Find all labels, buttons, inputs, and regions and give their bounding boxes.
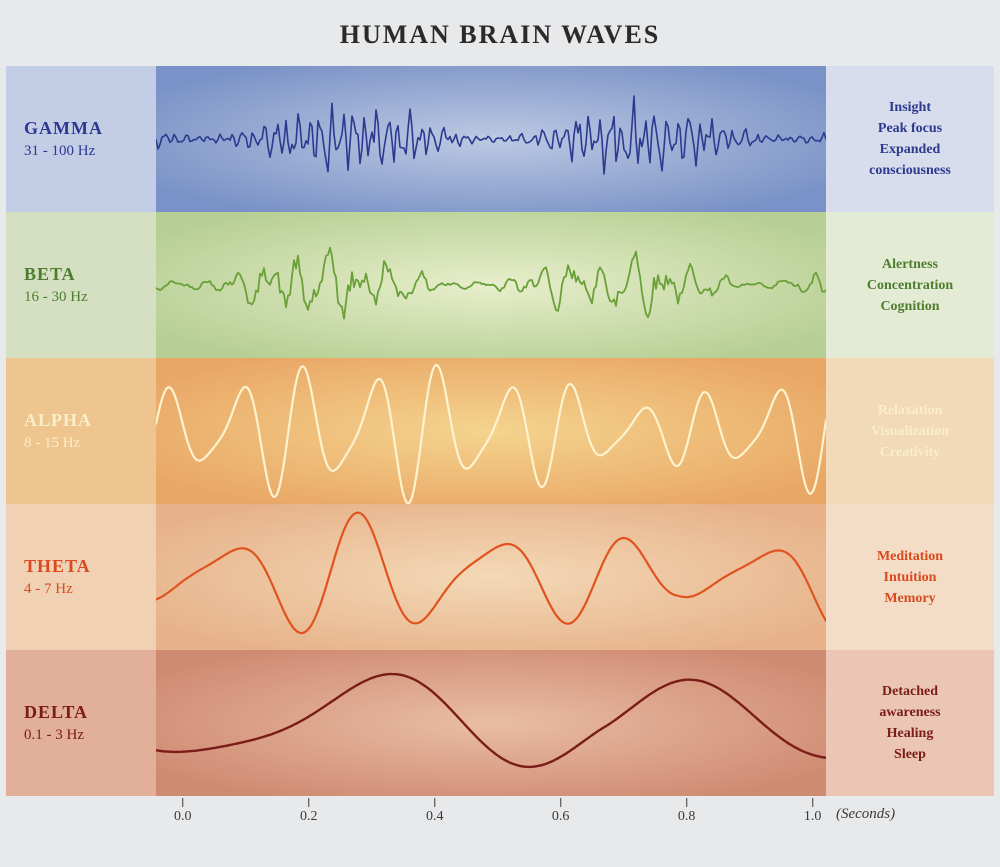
axis-tick: 0.6 bbox=[552, 798, 570, 825]
wave-frequency: 4 - 7 Hz bbox=[24, 581, 156, 598]
axis-tick: 1.0 bbox=[804, 798, 822, 825]
x-axis: 0.0 0.2 0.4 0.6 0.8 1.0 (Seconds) bbox=[6, 798, 994, 828]
wave-descriptions-gamma: InsightPeak focusExpandedconsciousness bbox=[826, 66, 994, 212]
wave-descriptions-alpha: RelaxationVisualizationCreativity bbox=[826, 358, 994, 504]
axis-tick: 0.8 bbox=[678, 798, 696, 825]
tick-line bbox=[686, 798, 687, 807]
axis-tick: 0.2 bbox=[300, 798, 318, 825]
wave-description-line: Healing bbox=[887, 723, 934, 744]
wave-frequency: 16 - 30 Hz bbox=[24, 289, 156, 306]
wave-row-alpha: ALPHA 8 - 15 Hz RelaxationVisualizationCre… bbox=[6, 358, 994, 504]
tick-label: 1.0 bbox=[804, 809, 822, 825]
wave-name: THETA bbox=[24, 556, 156, 577]
waveform-path bbox=[156, 513, 826, 633]
wave-description-line: Relaxation bbox=[878, 400, 943, 421]
diagram-title: HUMAN BRAIN WAVES bbox=[6, 20, 994, 50]
tick-line bbox=[182, 798, 183, 807]
wave-plot-alpha bbox=[156, 358, 826, 504]
wave-description-line: Alertness bbox=[882, 254, 938, 275]
tick-label: 0.6 bbox=[552, 809, 570, 825]
wave-description-line: awareness bbox=[879, 702, 940, 723]
wave-description-line: Cognition bbox=[880, 296, 939, 317]
wave-descriptions-theta: MeditationIntuitionMemory bbox=[826, 504, 994, 650]
wave-frequency: 0.1 - 3 Hz bbox=[24, 727, 156, 744]
wave-label-beta: BETA 16 - 30 Hz bbox=[6, 212, 156, 358]
wave-row-theta: THETA 4 - 7 Hz MeditationIntuitionMemory bbox=[6, 504, 994, 650]
waveform-path bbox=[156, 96, 826, 174]
wave-plot-beta bbox=[156, 212, 826, 358]
wave-name: BETA bbox=[24, 264, 156, 285]
wave-description-line: Meditation bbox=[877, 546, 943, 567]
waveform-path bbox=[156, 674, 826, 767]
wave-descriptions-delta: DetachedawarenessHealingSleep bbox=[826, 650, 994, 796]
wave-label-delta: DELTA 0.1 - 3 Hz bbox=[6, 650, 156, 796]
wave-description-line: Concentration bbox=[867, 275, 953, 296]
waveform-path bbox=[156, 365, 826, 503]
wave-description-line: Insight bbox=[889, 97, 931, 118]
tick-line bbox=[812, 798, 813, 807]
wave-description-line: Intuition bbox=[884, 567, 937, 588]
wave-description-line: Visualization bbox=[871, 421, 949, 442]
wave-description-line: Expanded bbox=[880, 139, 941, 160]
axis-ticks: 0.0 0.2 0.4 0.6 0.8 1.0 bbox=[156, 798, 826, 828]
wave-description-line: Peak focus bbox=[878, 118, 942, 139]
wave-plot-delta bbox=[156, 650, 826, 796]
axis-tick: 0.0 bbox=[174, 798, 192, 825]
wave-description-line: Sleep bbox=[894, 744, 926, 765]
wave-description-line: Memory bbox=[884, 588, 935, 609]
tick-label: 0.2 bbox=[300, 809, 318, 825]
tick-label: 0.8 bbox=[678, 809, 696, 825]
wave-row-beta: BETA 16 - 30 Hz AlertnessConcentrationCogn… bbox=[6, 212, 994, 358]
wave-label-gamma: GAMMA 31 - 100 Hz bbox=[6, 66, 156, 212]
wave-name: DELTA bbox=[24, 702, 156, 723]
wave-descriptions-beta: AlertnessConcentrationCognition bbox=[826, 212, 994, 358]
brain-waves-diagram: HUMAN BRAIN WAVES GAMMA 31 - 100 Hz Insigh… bbox=[0, 0, 1000, 828]
tick-label: 0.0 bbox=[174, 809, 192, 825]
tick-line bbox=[560, 798, 561, 807]
wave-label-alpha: ALPHA 8 - 15 Hz bbox=[6, 358, 156, 504]
wave-plot-theta bbox=[156, 504, 826, 650]
wave-name: ALPHA bbox=[24, 410, 156, 431]
waveform-path bbox=[156, 248, 826, 319]
wave-rows: GAMMA 31 - 100 Hz InsightPeak focusExpande… bbox=[6, 66, 994, 796]
tick-line bbox=[308, 798, 309, 807]
wave-row-delta: DELTA 0.1 - 3 Hz DetachedawarenessHealingS… bbox=[6, 650, 994, 796]
wave-description-line: Creativity bbox=[880, 442, 940, 463]
wave-row-gamma: GAMMA 31 - 100 Hz InsightPeak focusExpande… bbox=[6, 66, 994, 212]
wave-label-theta: THETA 4 - 7 Hz bbox=[6, 504, 156, 650]
tick-line bbox=[434, 798, 435, 807]
tick-label: 0.4 bbox=[426, 809, 444, 825]
wave-description-line: Detached bbox=[882, 681, 938, 702]
wave-frequency: 8 - 15 Hz bbox=[24, 435, 156, 452]
wave-frequency: 31 - 100 Hz bbox=[24, 143, 156, 160]
axis-label: (Seconds) bbox=[826, 798, 994, 828]
wave-plot-gamma bbox=[156, 66, 826, 212]
wave-description-line: consciousness bbox=[869, 160, 951, 181]
wave-name: GAMMA bbox=[24, 118, 156, 139]
axis-tick: 0.4 bbox=[426, 798, 444, 825]
